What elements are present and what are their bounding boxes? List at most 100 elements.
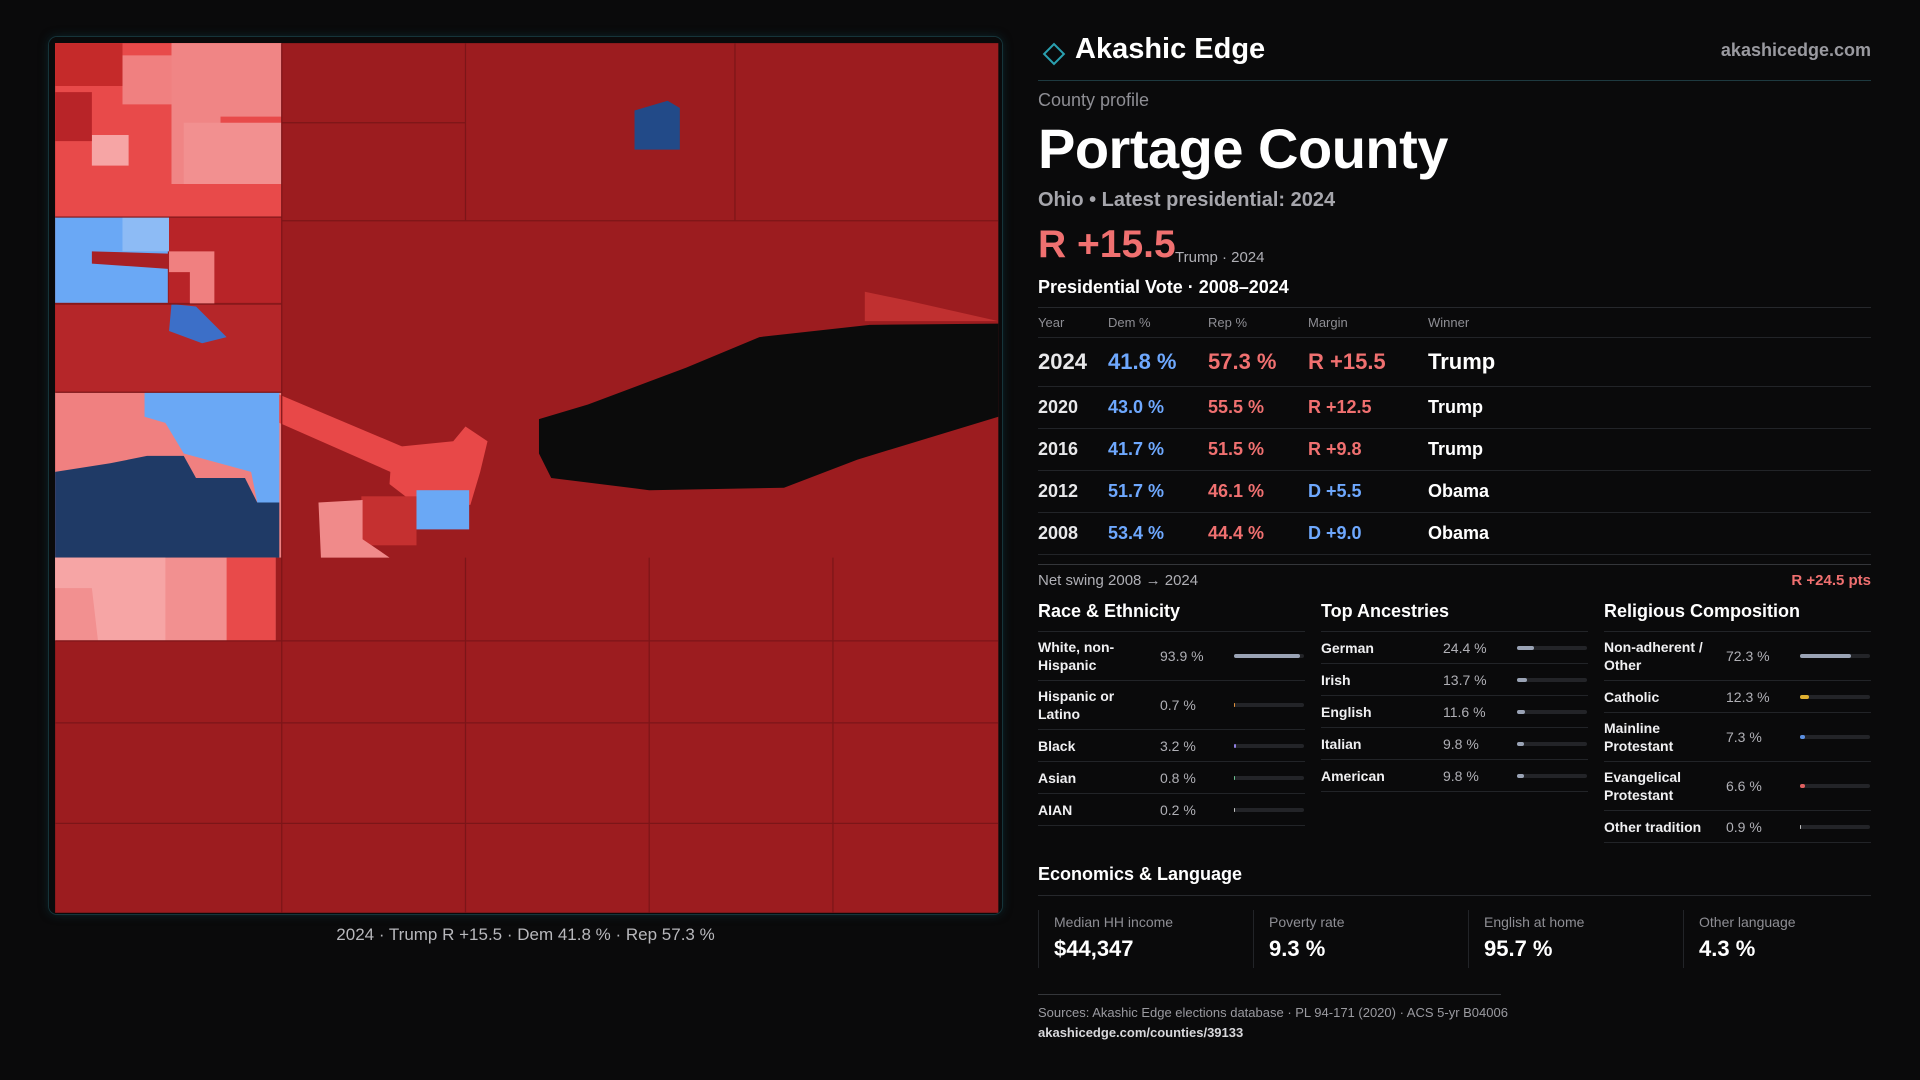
stat-value: 6.6 % (1726, 778, 1762, 794)
brand-icon (1042, 42, 1066, 66)
vote-cell: 2024 (1038, 337, 1108, 387)
stat-name: Non-adherent / Other (1604, 639, 1703, 673)
stat-row: Black 3.2 % (1038, 730, 1305, 762)
bar-track (1517, 677, 1587, 682)
stat-row: Catholic 12.3 % (1604, 681, 1871, 713)
vote-cell: 55.5 % (1208, 386, 1308, 429)
section-title: Religious Composition (1604, 601, 1871, 632)
vote-row: 2020 43.0 % 55.5 % R +12.5 Trump (1038, 386, 1871, 429)
card-value: 9.3 % (1269, 936, 1326, 961)
bar-track (1800, 694, 1870, 699)
vote-cell: 2008 (1038, 512, 1108, 555)
bar (1234, 654, 1300, 658)
section-title: Presidential Vote · 2008–2024 (1038, 277, 1289, 297)
stat-name: Hispanic or Latino (1038, 688, 1115, 722)
stat-name: Black (1038, 737, 1076, 754)
bar-track (1800, 824, 1870, 829)
bar (1800, 654, 1851, 658)
stat-value: 0.7 % (1160, 697, 1196, 713)
bar (1234, 743, 1237, 748)
vote-cell: 51.5 % (1208, 428, 1308, 471)
sources: Sources: Akashic Edge elections database… (1038, 1005, 1508, 1020)
vote-table: Year Dem % Rep % Margin Winner 2024 41.8 % 57.3… (1038, 308, 1871, 555)
bar (1800, 784, 1805, 788)
bar (1517, 741, 1524, 746)
bar (1517, 645, 1535, 650)
stat-row: White, non-Hispanic 93.9 % (1038, 632, 1305, 681)
stat-row: Non-adherent / Other 72.3 % (1604, 632, 1871, 681)
religion-panel: Religious Composition Non-adherent / Othe… (1604, 601, 1871, 843)
vote-row: 2012 51.7 % 46.1 % D +5.5 Obama (1038, 470, 1871, 513)
vote-cell: Trump (1428, 386, 1871, 429)
column-header: Margin (1308, 308, 1428, 338)
bar (1234, 775, 1235, 780)
headline-margin: R +15.5 (1038, 223, 1176, 266)
stat-row: Other tradition 0.9 % (1604, 811, 1871, 843)
stat-value: 9.8 % (1443, 735, 1479, 752)
bar-track (1517, 741, 1587, 746)
section-title: Race & Ethnicity (1038, 601, 1305, 632)
vote-cell: 2016 (1038, 428, 1108, 471)
card-label: Median HH income (1054, 914, 1174, 930)
vote-cell: 46.1 % (1208, 470, 1308, 513)
vote-cell: R +12.5 (1308, 386, 1428, 429)
race-panel: Race & Ethnicity White, non-Hispanic 93.9 … (1038, 601, 1305, 826)
vote-row: 2024 41.8 % 57.3 % R +15.5 Trump (1038, 337, 1871, 387)
divider (1038, 895, 1871, 896)
stat-card: Other language 4.3 % (1683, 910, 1899, 968)
county-map (49, 37, 1002, 914)
bar (1517, 709, 1526, 714)
stat-card: Poverty rate 9.3 % (1253, 910, 1469, 968)
bar (1800, 735, 1806, 739)
stat-name: Irish (1321, 671, 1351, 688)
stat-name: Italian (1321, 735, 1362, 752)
stat-value: 9.8 % (1443, 767, 1479, 784)
stat-value: 11.6 % (1443, 703, 1486, 720)
stat-row: German 24.4 % (1321, 632, 1588, 664)
section-title: Top Ancestries (1321, 601, 1588, 632)
stat-row: Hispanic or Latino 0.7 % (1038, 681, 1305, 730)
stat-name: Catholic (1604, 688, 1660, 705)
vote-cell: 53.4 % (1108, 512, 1208, 555)
card-label: Poverty rate (1269, 914, 1345, 930)
bar-track (1234, 654, 1304, 658)
divider (1038, 994, 1501, 995)
stat-name: White, non-Hispanic (1038, 639, 1115, 673)
vote-cell: R +9.8 (1308, 428, 1428, 471)
vote-row: 2008 53.4 % 44.4 % D +9.0 Obama (1038, 512, 1871, 555)
url[interactable]: akashicedge.com/counties/39133 (1038, 1025, 1244, 1040)
stat-value: 93.9 % (1160, 648, 1204, 664)
stat-name: Mainline Protestant (1604, 720, 1674, 754)
stat-value: 3.2 % (1160, 737, 1196, 754)
swing: Net swing 2008 → 2024 R +24.5 pts (1038, 572, 1871, 589)
vote-cell: 57.3 % (1208, 337, 1308, 387)
vote-cell: 41.8 % (1108, 337, 1208, 387)
stat-name: German (1321, 639, 1374, 656)
site[interactable]: akashicedge.com (1720, 40, 1871, 60)
stat-card: Median HH income $44,347 (1038, 910, 1254, 968)
stat-name: Asian (1038, 769, 1077, 786)
stat-name: AIAN (1038, 801, 1073, 818)
vote-cell: 51.7 % (1108, 470, 1208, 513)
bar (1800, 694, 1809, 699)
stat-name: American (1321, 767, 1385, 784)
swing-value: R +24.5 pts (1791, 572, 1871, 589)
card-value: 4.3 % (1699, 936, 1756, 961)
vote-cell: Obama (1428, 512, 1871, 555)
stat-value: 12.3 % (1726, 688, 1770, 705)
bar-track (1517, 773, 1587, 778)
stat-name: Evangelical Protestant (1604, 769, 1682, 803)
card-value: $44,347 (1054, 936, 1134, 961)
stat-value: 0.2 % (1160, 801, 1196, 818)
divider (1038, 564, 1871, 565)
bar-track (1800, 654, 1870, 658)
stat-value: 0.8 % (1160, 769, 1196, 786)
vote-cell: D +9.0 (1308, 512, 1428, 555)
vote-cell: 2012 (1038, 470, 1108, 513)
vote-row: 2016 41.7 % 51.5 % R +9.8 Trump (1038, 428, 1871, 471)
vote-cell: Trump (1428, 428, 1871, 471)
bar-track (1800, 735, 1870, 739)
ancestry-panel: Top Ancestries German 24.4 % Irish 13.7 % Eng… (1321, 601, 1588, 792)
stat-row: Irish 13.7 % (1321, 664, 1588, 696)
